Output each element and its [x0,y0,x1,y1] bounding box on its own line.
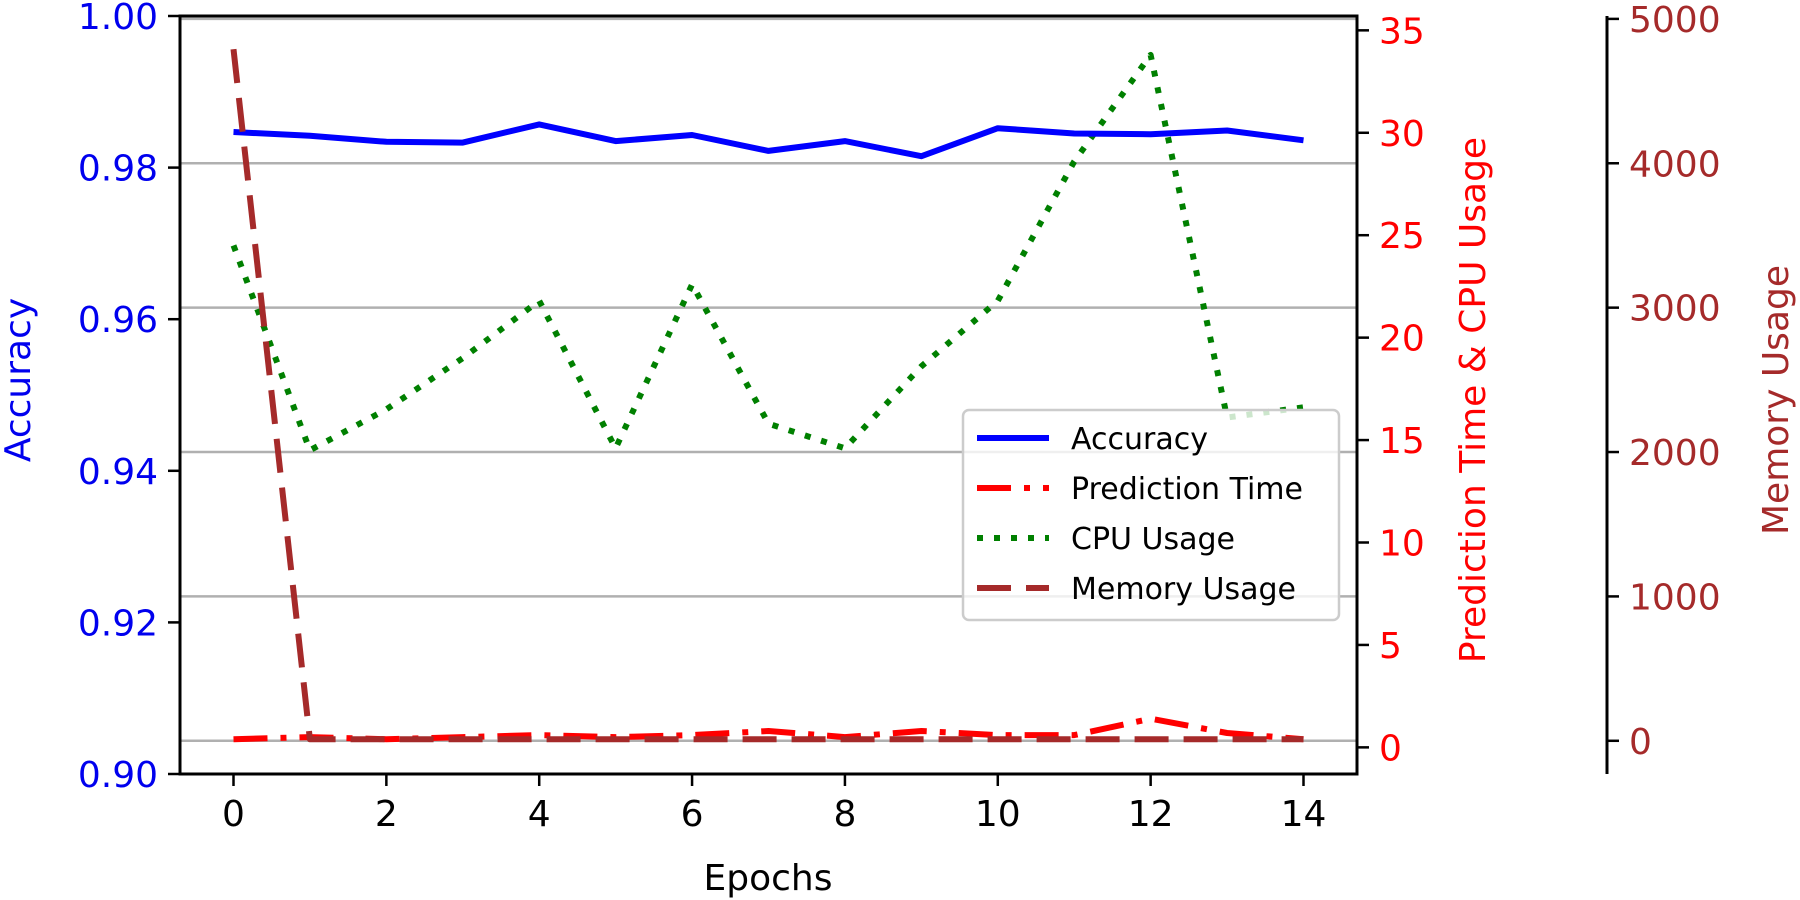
series-line-cpu-usage [230,51,1304,454]
y-tick-label-time-cpu: 20 [1379,319,1425,360]
y-tick-label-memory: 2000 [1629,433,1721,474]
y-tick-label-time-cpu: 5 [1379,626,1402,667]
x-tick-label: 14 [1281,794,1327,835]
y-tick-label-time-cpu: 0 [1379,728,1402,769]
y-tick-label-accuracy: 0.90 [78,755,158,796]
legend-box [961,408,1341,622]
y-axis-label-accuracy: Accuracy [0,298,39,462]
y-tick-label-time-cpu: 10 [1379,524,1425,565]
y-tick-label-memory: 5000 [1629,0,1721,41]
series-line-memory-usage [230,48,1304,743]
y-tick-label-time-cpu: 25 [1379,216,1425,257]
x-tick-label: 2 [375,794,398,835]
y-tick-label-memory: 0 [1629,722,1652,763]
y-tick-label-time-cpu: 35 [1379,11,1425,52]
y-tick-label-time-cpu: 15 [1379,421,1425,462]
y-tick-label-accuracy: 0.92 [78,603,158,644]
y-tick-label-accuracy: 0.94 [78,452,158,493]
plot-frame [178,14,1359,776]
legend-label: Memory Usage [1071,572,1296,607]
axis-labels: Epochs Accuracy Prediction Time & CPU Us… [0,137,1797,899]
legend-label: Prediction Time [1071,472,1303,507]
y-tick-label-accuracy: 0.98 [78,149,158,190]
grid-lines [180,17,1357,743]
x-tick-label: 0 [222,794,245,835]
series-lines [230,48,1304,743]
x-axis-label: Epochs [704,858,833,899]
y-axis-label-memory: Memory Usage [1756,265,1797,535]
y-tick-label-memory: 3000 [1629,289,1721,330]
series-line-prediction-time [233,715,1304,743]
x-tick-label: 6 [681,794,704,835]
x-tick-label: 4 [528,794,551,835]
y-tick-label-accuracy: 1.00 [78,0,158,38]
x-tick-label: 12 [1128,794,1174,835]
series-line-accuracy [233,121,1304,160]
y-tick-label-memory: 1000 [1629,577,1721,618]
legend-label: CPU Usage [1071,522,1235,557]
y-tick-label-accuracy: 0.96 [78,300,158,341]
x-tick-label: 10 [975,794,1021,835]
y-axis-label-time-cpu: Prediction Time & CPU Usage [1453,137,1494,663]
legend: Accuracy Prediction Time CPU Usage Memory U… [961,408,1341,622]
y-tick-label-time-cpu: 30 [1379,114,1425,155]
legend-label: Accuracy [1071,422,1208,457]
y-tick-label-memory: 4000 [1629,144,1721,185]
x-tick-label: 8 [833,794,856,835]
axes: 0 2 4 6 8 10 12 14 0.90 0.92 0.94 0.96 0.98 1.00 0 5 10 1… [78,0,1721,835]
